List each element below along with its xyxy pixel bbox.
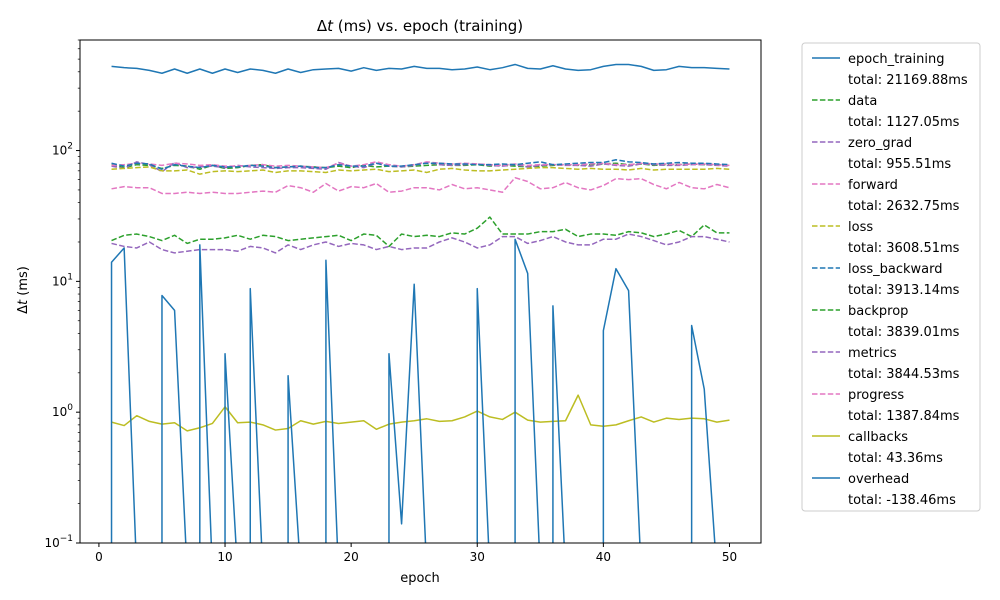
- series-line-metrics: [111, 233, 730, 254]
- series-line-backprop: [111, 216, 730, 248]
- chart-title-var: t: [327, 17, 334, 35]
- x-ticks: 0 10 20 30 40 50: [95, 543, 737, 564]
- x-tick-label: 30: [470, 550, 485, 564]
- legend-total-loss: total: 3608.51ms: [848, 241, 960, 256]
- y-axis-label: Δt (ms): [16, 266, 31, 314]
- legend-total-progress: total: 1387.84ms: [848, 409, 960, 424]
- x-tick-label: 50: [722, 550, 737, 564]
- plot-area: 0 10 20 30 40 50 10−1 100 101 102: [44, 39, 762, 564]
- legend-label-epoch-training: epoch_training: [848, 52, 944, 67]
- legend-total-overhead: total: -138.46ms: [848, 493, 956, 508]
- legend-total-epoch-training: total: 21169.88ms: [848, 73, 968, 88]
- legend-total-forward: total: 2632.75ms: [848, 199, 960, 214]
- series-line-epoch-training: [111, 63, 730, 74]
- legend-total-callbacks: total: 43.36ms: [848, 451, 943, 466]
- legend-total-backprop: total: 3839.01ms: [848, 325, 960, 340]
- y-axis-label-prefix: Δ: [16, 305, 31, 314]
- chart-title: Δt (ms) vs. epoch (training): [317, 17, 523, 35]
- legend-total-zero-grad: total: 955.51ms: [848, 157, 951, 172]
- series-layer: [110, 63, 730, 543]
- y-ticks: 10−1 100 101 102: [44, 39, 80, 550]
- legend-label-overhead: overhead: [848, 472, 909, 487]
- plot-frame: [79, 39, 762, 544]
- legend-label-loss-backward: loss_backward: [848, 262, 942, 277]
- y-axis-label-var: t: [16, 299, 31, 305]
- y-tick-label: 102: [52, 142, 73, 158]
- x-tick-label: 0: [95, 550, 103, 564]
- y-tick-label: 10−1: [44, 534, 73, 550]
- legend-total-data: total: 1127.05ms: [848, 115, 960, 130]
- legend-label-backprop: backprop: [848, 304, 908, 319]
- legend-total-loss-backward: total: 3913.14ms: [848, 283, 960, 298]
- series-line-loss-backward: [111, 159, 730, 170]
- legend-label-progress: progress: [848, 388, 904, 403]
- y-axis-label-rest: (ms): [16, 266, 31, 300]
- legend-label-forward: forward: [848, 178, 898, 193]
- legend-label-zero-grad: zero_grad: [848, 136, 912, 151]
- legend-label-data: data: [848, 94, 877, 109]
- series-line-progress: [111, 176, 730, 195]
- x-tick-label: 40: [596, 550, 611, 564]
- series-line-overhead: [110, 238, 716, 543]
- legend-frame: [801, 42, 981, 512]
- chart-title-prefix: Δ: [317, 17, 328, 35]
- x-axis-label: epoch: [400, 571, 440, 586]
- legend-label-callbacks: callbacks: [848, 430, 908, 445]
- x-tick-label: 20: [343, 550, 358, 564]
- y-tick-label: 100: [52, 403, 73, 419]
- chart-title-rest: (ms) vs. epoch (training): [333, 17, 523, 35]
- y-tick-label: 101: [52, 272, 73, 288]
- x-tick-label: 10: [217, 550, 232, 564]
- legend-total-metrics: total: 3844.53ms: [848, 367, 960, 382]
- series-line-loss: [111, 166, 730, 175]
- legend: epoch_training total: 21169.88ms data total…: [801, 42, 981, 512]
- legend-label-loss: loss: [848, 220, 873, 235]
- legend-label-metrics: metrics: [848, 346, 897, 361]
